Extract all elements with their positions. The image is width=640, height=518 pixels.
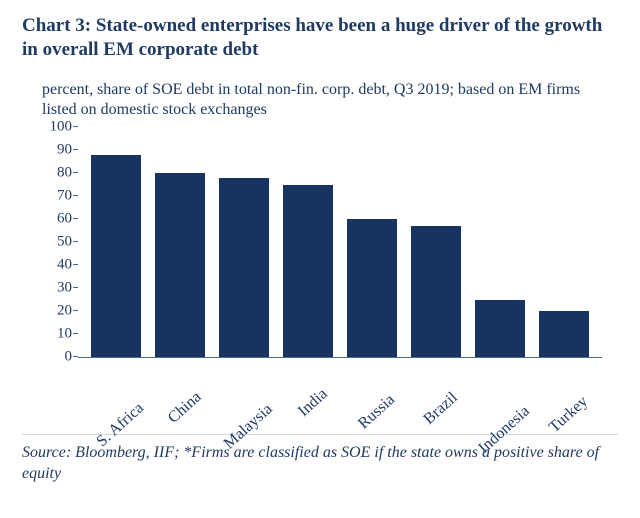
y-tick-mark (73, 172, 78, 173)
plot-area: 0102030405060708090100 (78, 127, 602, 358)
y-tick-label: 20 (42, 303, 72, 320)
bar-slot (148, 127, 212, 357)
y-tick-mark (73, 149, 78, 150)
bar (219, 178, 269, 357)
y-tick-mark (73, 264, 78, 265)
bar-slot (340, 127, 404, 357)
x-tick-label: China (165, 389, 205, 428)
bar-slot (468, 127, 532, 357)
x-label-slot: Indonesia (468, 358, 532, 430)
chart-title: Chart 3: State-owned enterprises have be… (22, 14, 618, 62)
bar-slot (276, 127, 340, 357)
y-tick-mark (73, 310, 78, 311)
x-tick-label: Turkey (546, 393, 592, 437)
bar (475, 300, 525, 358)
bar-slot (84, 127, 148, 357)
y-tick-label: 50 (42, 234, 72, 251)
x-label-slot: Turkey (532, 358, 596, 430)
y-tick-mark (73, 126, 78, 127)
x-label-slot: India (276, 358, 340, 430)
bar-slot (212, 127, 276, 357)
y-tick-mark (73, 356, 78, 357)
bar (91, 155, 141, 357)
chart-subtitle: percent, share of SOE debt in total non-… (42, 80, 618, 122)
chart-container: Chart 3: State-owned enterprises have be… (0, 0, 640, 495)
y-tick-label: 0 (42, 349, 72, 366)
x-tick-label: Brazil (420, 389, 461, 429)
y-tick-label: 100 (42, 119, 72, 136)
x-label-slot: Brazil (404, 358, 468, 430)
bar (283, 185, 333, 358)
y-tick-mark (73, 218, 78, 219)
y-tick-label: 80 (42, 165, 72, 182)
x-label-slot: Malaysia (212, 358, 276, 430)
y-tick-mark (73, 195, 78, 196)
bar (347, 219, 397, 357)
bar (539, 311, 589, 357)
y-tick-label: 10 (42, 326, 72, 343)
x-label-slot: China (148, 358, 212, 430)
y-tick-mark (73, 241, 78, 242)
y-tick-label: 40 (42, 257, 72, 274)
bars-group (78, 127, 602, 357)
x-label-slot: Russia (340, 358, 404, 430)
x-label-slot: S. Africa (84, 358, 148, 430)
y-tick-label: 60 (42, 211, 72, 228)
x-tick-label: Russia (355, 391, 399, 433)
y-tick-mark (73, 333, 78, 334)
bar (411, 226, 461, 357)
bar-slot (532, 127, 596, 357)
x-tick-label: India (295, 385, 331, 420)
chart-area: 0102030405060708090100 S. Africa ChinaMal… (42, 127, 602, 430)
x-axis-labels: S. Africa ChinaMalaysia India Russia BrazilI… (78, 358, 602, 430)
y-tick-label: 90 (42, 142, 72, 159)
y-tick-label: 70 (42, 188, 72, 205)
bar (155, 173, 205, 357)
bar-slot (404, 127, 468, 357)
y-tick-mark (73, 287, 78, 288)
y-tick-label: 30 (42, 280, 72, 297)
